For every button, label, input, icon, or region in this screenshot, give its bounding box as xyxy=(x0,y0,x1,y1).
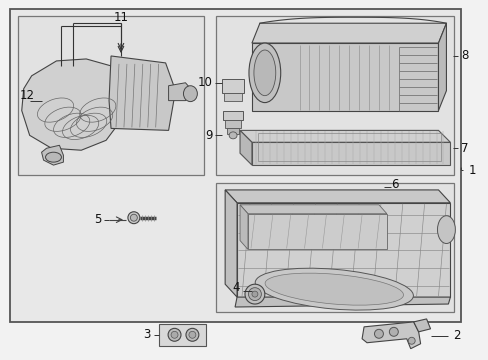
Ellipse shape xyxy=(388,327,398,336)
Text: 11: 11 xyxy=(113,11,128,24)
Ellipse shape xyxy=(45,152,61,162)
Polygon shape xyxy=(41,145,63,165)
Polygon shape xyxy=(240,130,449,142)
Polygon shape xyxy=(224,190,237,297)
Polygon shape xyxy=(361,322,420,349)
Text: 2: 2 xyxy=(452,329,460,342)
Ellipse shape xyxy=(183,86,197,102)
Bar xyxy=(216,183,453,312)
Polygon shape xyxy=(240,205,247,249)
Polygon shape xyxy=(21,59,126,150)
Bar xyxy=(224,121,241,129)
Ellipse shape xyxy=(128,212,140,224)
Text: 12: 12 xyxy=(20,89,35,102)
Text: 5: 5 xyxy=(94,213,101,226)
Polygon shape xyxy=(251,23,446,43)
Text: 3: 3 xyxy=(143,328,150,341)
Text: 10: 10 xyxy=(197,76,212,89)
Bar xyxy=(224,93,242,100)
Polygon shape xyxy=(237,203,449,297)
Ellipse shape xyxy=(251,291,257,297)
Ellipse shape xyxy=(437,216,454,243)
Text: 9: 9 xyxy=(204,129,212,142)
Bar xyxy=(222,79,244,93)
Bar xyxy=(18,16,204,175)
Text: 1: 1 xyxy=(468,163,475,176)
Ellipse shape xyxy=(255,268,412,310)
Polygon shape xyxy=(240,205,386,214)
Polygon shape xyxy=(247,214,386,249)
Ellipse shape xyxy=(168,328,181,341)
Polygon shape xyxy=(109,56,175,130)
Text: 8: 8 xyxy=(460,49,468,63)
Bar xyxy=(223,111,243,121)
Polygon shape xyxy=(224,190,449,203)
Polygon shape xyxy=(235,297,449,307)
Ellipse shape xyxy=(248,43,280,103)
Bar xyxy=(216,16,453,175)
Bar xyxy=(257,133,441,161)
Polygon shape xyxy=(413,319,429,332)
Ellipse shape xyxy=(264,273,403,305)
Ellipse shape xyxy=(253,50,275,96)
Bar xyxy=(158,324,206,346)
Ellipse shape xyxy=(374,329,383,338)
Text: 6: 6 xyxy=(390,179,398,192)
Ellipse shape xyxy=(244,284,264,304)
Ellipse shape xyxy=(171,331,178,338)
Polygon shape xyxy=(240,130,251,165)
Ellipse shape xyxy=(185,328,199,341)
Polygon shape xyxy=(251,142,449,165)
Ellipse shape xyxy=(248,288,261,301)
Polygon shape xyxy=(251,43,438,111)
Ellipse shape xyxy=(130,214,137,221)
Ellipse shape xyxy=(188,331,196,338)
Polygon shape xyxy=(438,23,446,111)
Bar xyxy=(226,129,239,134)
Bar xyxy=(10,9,460,322)
Ellipse shape xyxy=(229,132,237,139)
Text: 7: 7 xyxy=(460,142,468,155)
Ellipse shape xyxy=(407,337,414,344)
Text: 4: 4 xyxy=(232,281,240,294)
Polygon shape xyxy=(168,83,192,100)
